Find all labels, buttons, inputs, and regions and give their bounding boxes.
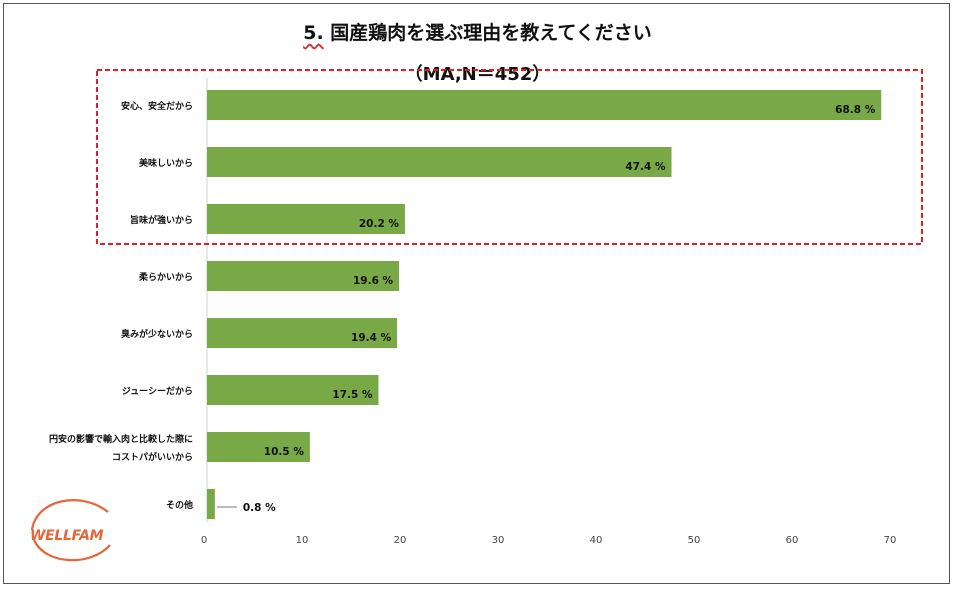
category-label-line: 安心、安全だから [121, 100, 193, 112]
category-label-0: 安心、安全だから [121, 100, 193, 112]
value-label-3: 19.6 % [353, 275, 394, 287]
category-label-2: 旨味が強いから [130, 214, 193, 226]
category-label-line: ジューシーだから [122, 386, 193, 397]
value-label-1: 47.4 % [625, 161, 666, 173]
category-label-3: 柔らかいから [138, 272, 193, 283]
value-label-6: 10.5 % [264, 446, 305, 458]
category-label-line: 美味しいから [139, 157, 193, 169]
highlight-box [96, 69, 923, 245]
value-label-7: 0.8 % [243, 502, 276, 514]
bar-1 [207, 147, 672, 177]
bar-7 [207, 489, 215, 519]
category-label-5: ジューシーだから [122, 386, 193, 397]
x-axis-ticks-layer: 0 10 20 30 40 50 60 70 [201, 535, 897, 546]
bar-2 [207, 204, 405, 234]
category-label-line: 旨味が強いから [130, 214, 193, 226]
x-tick-label: 70 [884, 535, 897, 546]
value-label-4: 19.4 % [351, 332, 392, 344]
chart-title: 5. 国産鶏肉を選ぶ理由を教えてください [0, 18, 955, 45]
bars-layer: 68.8 % 47.4 % 20.2 % 19.6 % 19.4 % 17.5 % 10.5… [206, 78, 882, 522]
title-text: 国産鶏肉を選ぶ理由を教えてください [330, 22, 652, 44]
x-tick-label: 50 [688, 535, 701, 546]
category-label-4: 臭みが少ないから [121, 328, 193, 340]
category-label-line: その他 [166, 499, 193, 511]
bar-4 [207, 318, 398, 348]
x-tick-label: 10 [296, 535, 309, 546]
category-label-line: 円安の影響で輸入肉と比較した際に [49, 433, 193, 445]
x-tick-label: 0 [201, 535, 207, 546]
category-label-6: 円安の影響で輸入肉と比較した際にコストパがいいから [49, 433, 193, 463]
category-label-line: 柔らかいから [138, 272, 193, 283]
category-label-line: 臭みが少ないから [121, 328, 193, 340]
category-label-7: その他 [166, 499, 193, 511]
category-labels-layer: 安心、安全だから美味しいから旨味が強いから柔らかいから臭みが少ないからジューシー… [49, 100, 193, 511]
bar-0 [207, 90, 882, 120]
category-label-line: コストパがいいから [112, 451, 193, 463]
title-number: 5. [303, 22, 324, 44]
x-tick-label: 30 [492, 535, 505, 546]
bar-6 [207, 432, 310, 462]
x-tick-label: 60 [786, 535, 799, 546]
logo-arc-bottom [33, 539, 111, 562]
value-label-0: 68.8 % [835, 104, 876, 116]
category-label-1: 美味しいから [139, 157, 193, 169]
bar-5 [207, 375, 379, 405]
value-label-5: 17.5 % [332, 389, 373, 401]
wellfam-logo: WELLFAM [30, 499, 111, 562]
x-tick-label: 20 [394, 535, 407, 546]
value-label-2: 20.2 % [359, 218, 400, 230]
logo-text: WELLFAM [30, 528, 104, 544]
x-tick-label: 40 [590, 535, 603, 546]
logo-arc-top [30, 499, 109, 531]
bar-3 [207, 261, 400, 291]
